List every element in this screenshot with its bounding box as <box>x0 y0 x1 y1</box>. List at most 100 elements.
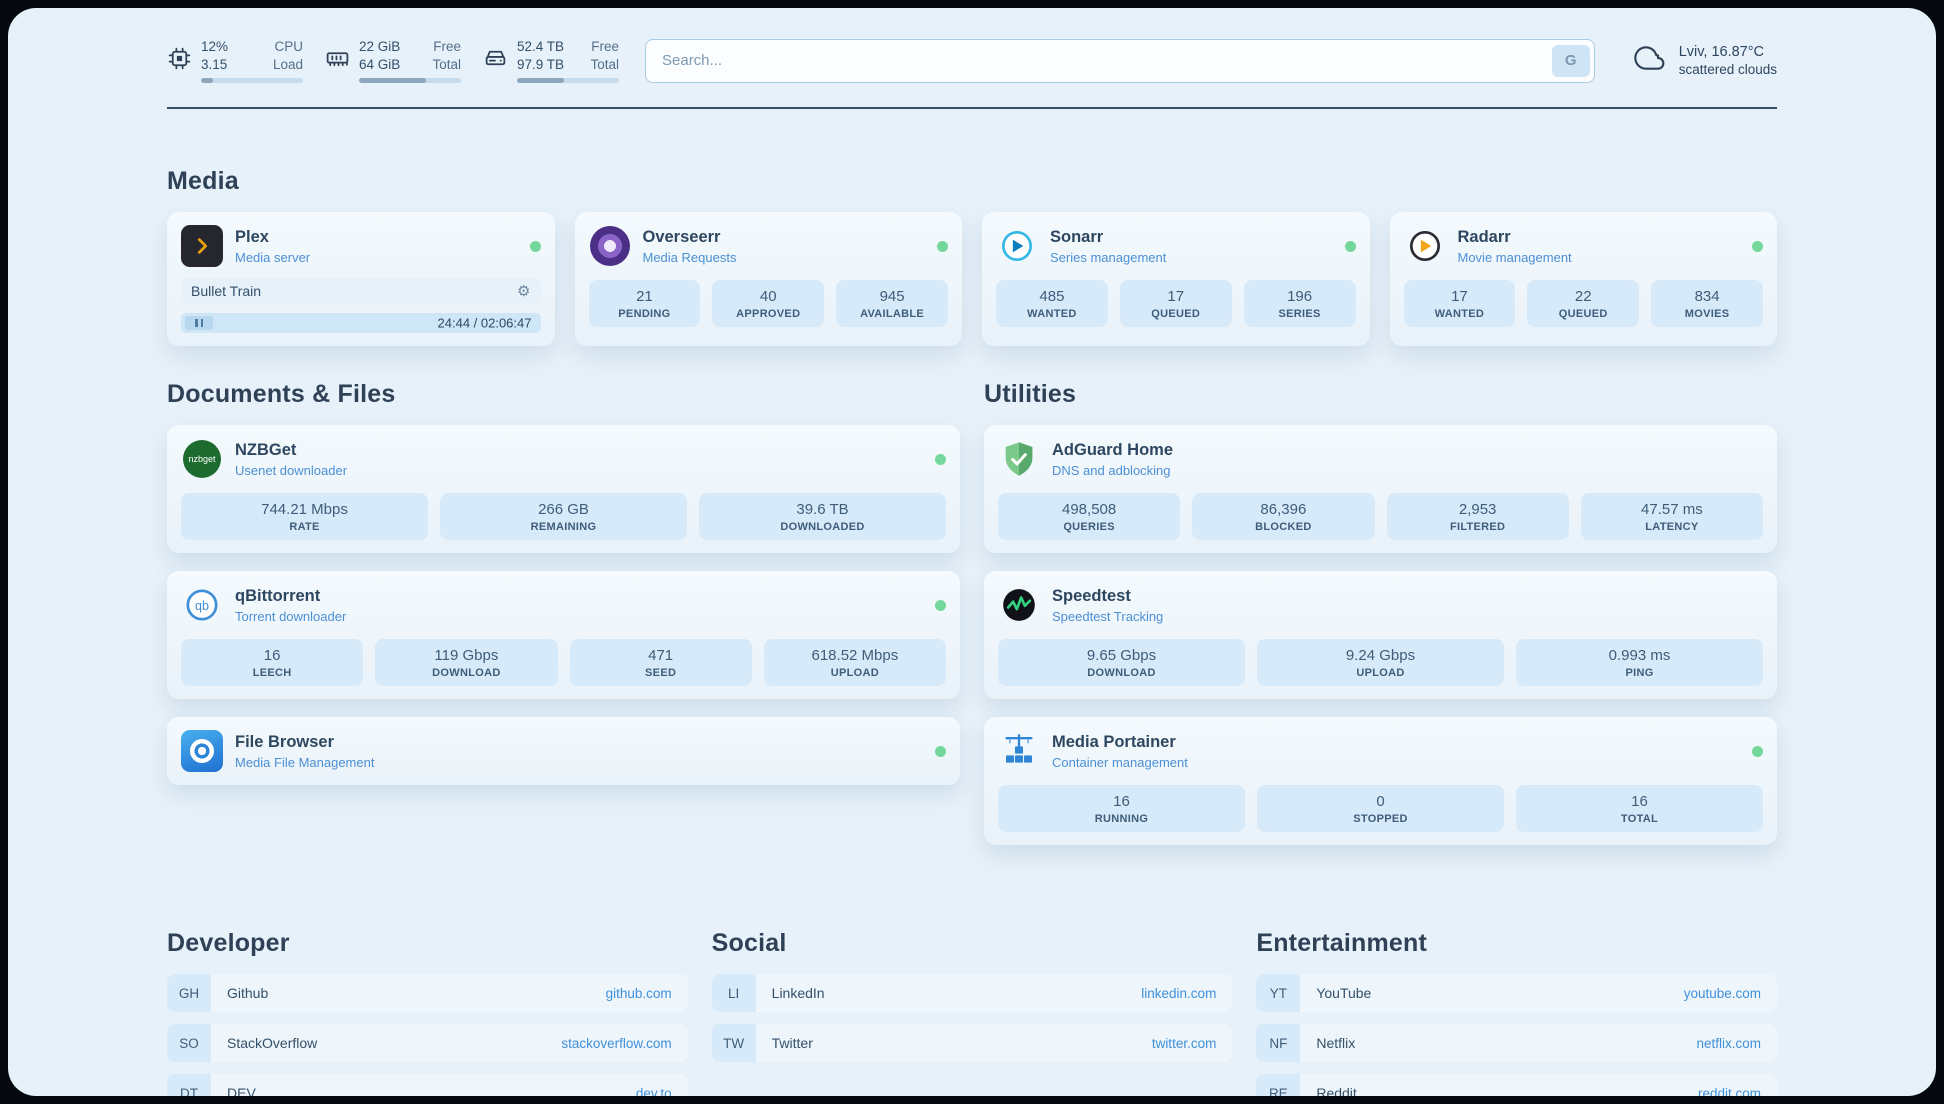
card-header: Overseerr Media Requests <box>589 225 948 267</box>
bookmark-stackoverflow[interactable]: SO StackOverflow stackoverflow.com <box>167 1024 688 1063</box>
service-card-radarr[interactable]: Radarr Movie management 17 WANTED 22 QUEUE… <box>1389 212 1777 347</box>
status-dot <box>529 240 541 252</box>
cloud-icon <box>1631 42 1669 79</box>
stat-box: 22 QUEUED <box>1527 280 1640 328</box>
memory-icon <box>325 46 350 71</box>
bookmark-abbr: GH <box>167 974 211 1013</box>
bookmark-name: DEV <box>227 1085 256 1096</box>
bookmark-link[interactable]: linkedin.com <box>1141 985 1217 1001</box>
weather-widget: Lviv, 16.87°C scattered clouds <box>1631 42 1777 79</box>
service-card-nzbget[interactable]: nzbget NZBGet Usenet downloader 744.21 M… <box>167 425 960 554</box>
bookmark-name: Github <box>227 985 269 1002</box>
memory-readout: 22 GiB Free 64 GiB Total <box>359 38 461 84</box>
stat-value: 40 <box>759 288 777 306</box>
stat-value: 17 <box>1451 288 1468 306</box>
disk-total-value: 97.9 TB <box>517 56 565 72</box>
bookmark-linkedin[interactable]: LI LinkedIn linkedin.com <box>711 974 1233 1013</box>
stat-value: 0.993 ms <box>1608 647 1671 665</box>
service-card-adguard[interactable]: AdGuard Home DNS and adblocking 498,508 Q… <box>984 425 1777 554</box>
bookmark-youtube[interactable]: YT YouTube youtube.com <box>1256 974 1777 1013</box>
status-dot <box>937 240 948 252</box>
bookmark-link[interactable]: stackoverflow.com <box>561 1035 672 1051</box>
stat-label: DOWNLOAD <box>1087 667 1156 680</box>
now-playing-title: Bullet Train <box>191 283 262 300</box>
bookmark-netflix[interactable]: NF Netflix netflix.com <box>1256 1024 1777 1063</box>
cpu-icon <box>167 46 192 71</box>
svg-text:qb: qb <box>195 599 209 613</box>
stat-value: 0 <box>1376 793 1385 811</box>
bookmark-name: LinkedIn <box>771 985 825 1002</box>
weather-condition: scattered clouds <box>1678 62 1777 78</box>
playback-progress-bar: 24:44 / 02:06:47 <box>181 313 541 334</box>
cpu-usage-value: 12% <box>201 39 229 54</box>
gear-icon[interactable]: ⚙ <box>517 282 531 300</box>
pause-button[interactable] <box>185 316 213 331</box>
service-name: Overseerr <box>642 227 721 246</box>
status-dot <box>1752 240 1763 252</box>
adguard-icon <box>998 438 1040 480</box>
stat-box: 40 APPROVED <box>712 280 825 328</box>
service-stats: 498,508 QUERIES 86,396 BLOCKED 2,953 FILTER… <box>998 493 1763 541</box>
stat-value: 834 <box>1694 288 1720 306</box>
bookmark-link[interactable]: dev.to <box>635 1085 672 1096</box>
bookmark-dev[interactable]: DT DEV dev.to <box>167 1074 688 1096</box>
stat-label: LATENCY <box>1645 521 1699 534</box>
stat-label: UPLOAD <box>1356 667 1405 680</box>
stat-value: 485 <box>1039 288 1065 306</box>
disk-readout: 52.4 TB Free 97.9 TB Total <box>517 38 619 84</box>
stat-value: 266 GB <box>538 501 589 519</box>
section-media: Media Plex Media server Bullet Train <box>167 167 1777 347</box>
bookmark-abbr: TW <box>711 1024 756 1063</box>
stat-value: 86,396 <box>1260 501 1307 519</box>
bookmark-group-social: Social LI LinkedIn linkedin.com TW Twitt… <box>711 929 1233 1096</box>
playback-time: 24:44 / 02:06:47 <box>437 315 532 331</box>
stat-value: 39.6 TB <box>796 501 849 519</box>
memory-free-value: 22 GiB <box>359 39 401 54</box>
service-card-qbittorrent[interactable]: qb qBittorrent Torrent downloader 16 LEEC… <box>167 571 960 700</box>
service-card-speedtest[interactable]: Speedtest Speedtest Tracking 9.65 Gbps DO… <box>984 571 1777 700</box>
service-card-filebrowser[interactable]: File Browser Media File Management <box>167 717 960 786</box>
service-subtitle: Container management <box>1052 754 1188 770</box>
stat-label: MOVIES <box>1684 308 1730 321</box>
stat-value: 9.65 Gbps <box>1086 647 1157 665</box>
stat-label: WANTED <box>1027 308 1077 321</box>
service-card-portainer[interactable]: Media Portainer Container management 16 R… <box>984 717 1777 846</box>
weather-text: Lviv, 16.87°C scattered clouds <box>1679 44 1777 77</box>
dashboard-page: 12% CPU 3.15 Load 22 GiB Free 64 GiB Total <box>8 8 1936 1096</box>
stat-box: 744.21 Mbps RATE <box>181 493 428 541</box>
bookmark-link[interactable]: github.com <box>605 985 672 1001</box>
memory-total-value: 64 GiB <box>359 56 401 72</box>
bookmark-link[interactable]: reddit.com <box>1697 1085 1761 1096</box>
plex-icon <box>181 225 223 268</box>
search-provider-button[interactable]: G <box>1551 44 1590 77</box>
card-titles: Overseerr Media Requests <box>643 228 737 265</box>
service-card-plex[interactable]: Plex Media server Bullet Train ⚙ 24:44 /… <box>167 212 555 347</box>
section-documents: Documents & Files nzbget NZBGet Usenet d… <box>167 380 960 803</box>
plex-now-playing: Bullet Train ⚙ 24:44 / 02:06:47 <box>181 278 541 334</box>
service-card-overseerr[interactable]: Overseerr Media Requests 21 PENDING 40 APP… <box>574 212 962 347</box>
bookmark-link[interactable]: twitter.com <box>1151 1035 1217 1051</box>
bookmark-reddit[interactable]: RE Reddit reddit.com <box>1256 1074 1777 1096</box>
bookmark-abbr: YT <box>1256 974 1301 1013</box>
bookmark-name: Reddit <box>1316 1085 1357 1096</box>
service-name: File Browser <box>235 732 335 751</box>
card-header: AdGuard Home DNS and adblocking <box>998 438 1763 480</box>
bookmark-name: Twitter <box>771 1035 813 1052</box>
sonarr-icon <box>996 225 1038 267</box>
stat-value: 498,508 <box>1062 501 1117 519</box>
stat-value: 119 Gbps <box>434 647 499 665</box>
status-dot <box>1752 745 1763 757</box>
bookmark-twitter[interactable]: TW Twitter twitter.com <box>711 1024 1233 1063</box>
bookmark-group-title: Developer <box>167 929 290 958</box>
stat-box: 834 MOVIES <box>1651 280 1763 328</box>
bookmark-link[interactable]: netflix.com <box>1696 1035 1761 1051</box>
stat-box: 9.24 Gbps UPLOAD <box>1257 639 1504 687</box>
service-card-sonarr[interactable]: Sonarr Series management 485 WANTED 17 QUE… <box>982 212 1370 347</box>
bookmark-github[interactable]: GH Github github.com <box>167 974 688 1013</box>
stat-label: WANTED <box>1434 308 1485 321</box>
overseerr-icon <box>589 225 631 267</box>
qbittorrent-icon: qb <box>181 584 223 626</box>
search-input[interactable] <box>660 51 1552 71</box>
bookmark-link[interactable]: youtube.com <box>1683 985 1761 1001</box>
service-stats: 9.65 Gbps DOWNLOAD 9.24 Gbps UPLOAD 0.993 … <box>998 639 1763 687</box>
